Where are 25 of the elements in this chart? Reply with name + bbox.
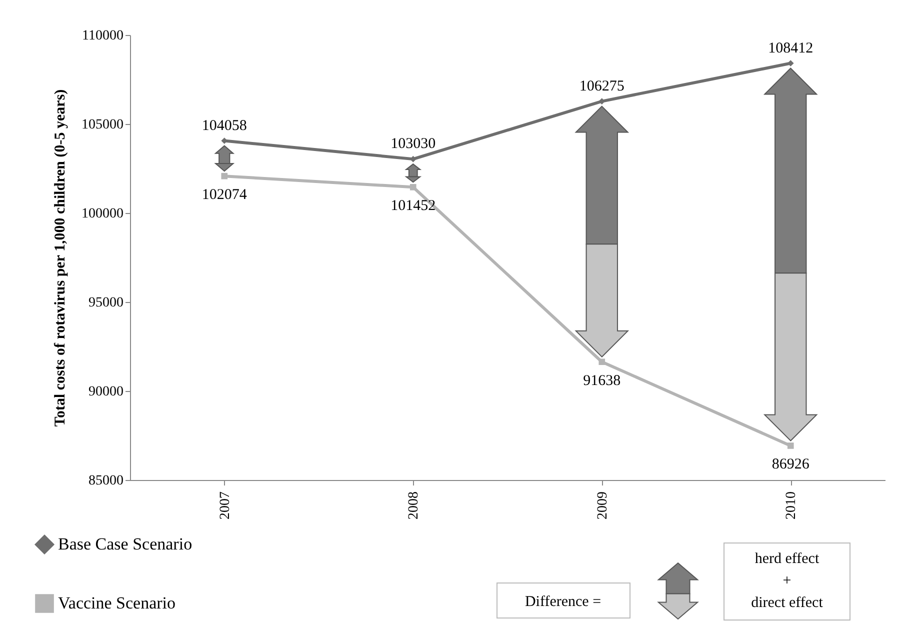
data-label: 106275 bbox=[579, 78, 624, 94]
y-tick-label: 110000 bbox=[82, 28, 124, 44]
data-label: 101452 bbox=[390, 198, 436, 214]
text: + bbox=[782, 573, 792, 589]
x-tick-label: 2007 bbox=[218, 492, 233, 520]
y-tick-label: 85000 bbox=[88, 474, 124, 488]
y-tick-label: 95000 bbox=[88, 296, 124, 310]
x-tick-label: 2008 bbox=[406, 492, 422, 520]
y-tick-label: 90000 bbox=[88, 384, 124, 400]
data-label: 108412 bbox=[768, 40, 814, 56]
text: direct effect bbox=[751, 595, 824, 611]
data-label: 91638 bbox=[583, 372, 621, 389]
text: herd effect bbox=[754, 551, 820, 567]
y-tick-label: 105000 bbox=[82, 118, 124, 132]
x-tick-label: 2010 bbox=[784, 492, 800, 520]
legend-label: Vaccine Scenario bbox=[58, 594, 176, 612]
text: Difference = bbox=[524, 594, 602, 610]
y-axis-title: Total costs of rotavirus per 1,000 children (0-5 years) bbox=[52, 89, 68, 427]
x-tick-label: 2009 bbox=[595, 492, 610, 520]
y-tick-label: 100000 bbox=[82, 206, 124, 222]
legend-label: Base Case Scenario bbox=[58, 534, 192, 554]
data-label: 104058 bbox=[202, 118, 247, 134]
data-label: 102074 bbox=[202, 187, 248, 204]
data-label: 103030 bbox=[390, 136, 436, 152]
data-label: 86926 bbox=[772, 456, 810, 473]
